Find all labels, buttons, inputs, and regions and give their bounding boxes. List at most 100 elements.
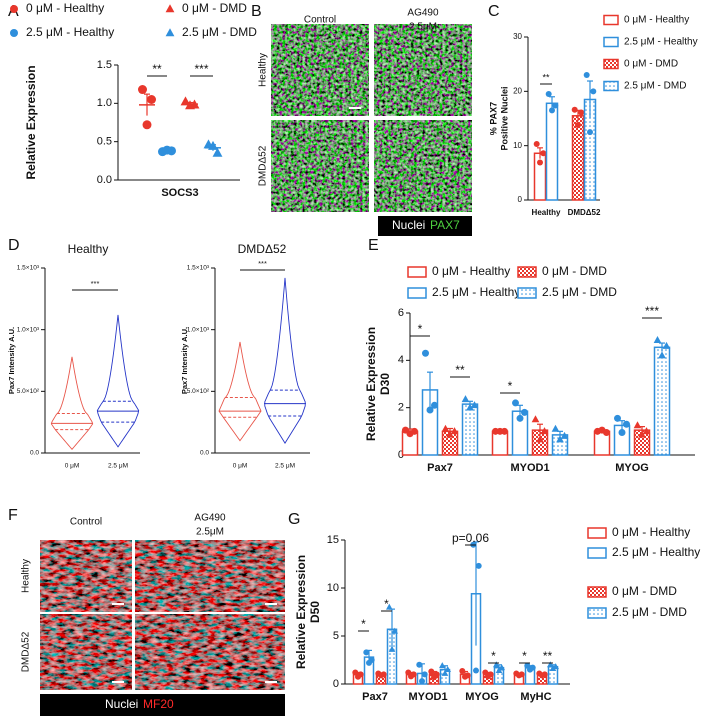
point <box>363 649 370 656</box>
violin <box>50 356 94 450</box>
legend-swatch <box>603 14 619 26</box>
y-tick-label: 20 <box>513 86 522 95</box>
point <box>441 669 449 676</box>
significance-label: * <box>491 649 496 663</box>
legend-marker <box>10 5 18 13</box>
point <box>450 427 459 435</box>
chart-title: DMDΔ52 <box>238 242 287 256</box>
y-tick-label: 0.0 <box>97 174 112 186</box>
significance-label: * <box>508 379 513 393</box>
bar <box>571 115 585 201</box>
point <box>536 435 544 443</box>
y-tick-label: 1.0×10³ <box>187 326 210 333</box>
panel-label: D <box>8 237 20 254</box>
y-tick-label: 0.5 <box>97 136 112 148</box>
point <box>571 106 578 113</box>
point <box>485 673 491 680</box>
row-label: Healthy <box>258 53 269 87</box>
point <box>598 426 606 434</box>
micrograph <box>374 120 472 212</box>
point <box>212 147 223 157</box>
y-axis-label: % PAX7 <box>488 102 498 135</box>
legend-swatch <box>587 607 607 619</box>
point <box>642 427 651 435</box>
point <box>583 72 590 79</box>
point <box>366 659 372 666</box>
micrograph <box>271 24 369 116</box>
y-axis-label: Relative Expression <box>24 65 38 179</box>
panel-label: F <box>8 507 18 524</box>
micrograph <box>135 614 285 690</box>
y-tick-label: 1.0 <box>97 97 112 109</box>
bar <box>461 403 479 456</box>
legend-swatch <box>587 547 607 559</box>
point <box>495 666 503 673</box>
significance-label: * <box>418 322 423 336</box>
point <box>466 403 474 411</box>
y-tick-label: 1.5 <box>97 59 112 71</box>
point <box>473 667 479 674</box>
legend-label: 2.5 μM - DMD <box>624 81 686 92</box>
x-tick-label: Pax7 <box>427 462 453 474</box>
point <box>618 429 626 437</box>
x-tick-label: MYOG <box>615 462 649 474</box>
point <box>551 424 560 432</box>
y-axis-label: Pax7 Intensity A.U. <box>180 327 189 394</box>
row-label: Healthy <box>21 559 32 593</box>
point <box>658 351 666 359</box>
y-tick-label: 0 <box>518 195 523 204</box>
point <box>147 95 156 104</box>
x-tick-label: Healthy <box>532 208 561 217</box>
y-tick-label: 0.0 <box>30 450 39 457</box>
legend-label: 0 μM - DMD <box>612 584 677 598</box>
micrograph <box>135 540 285 612</box>
legend-label: 2.5 μM - Healthy <box>432 285 520 299</box>
column-label: AG490 <box>194 513 226 524</box>
point <box>547 661 554 668</box>
y-tick-label: 10 <box>513 141 522 150</box>
legend-label: 0 μM - Healthy <box>612 525 690 539</box>
micrograph <box>374 24 472 116</box>
row-label: DMDΔ52 <box>21 631 32 672</box>
legend-label: 0 μM - Healthy <box>624 15 689 26</box>
x-tick-label: 0 μM <box>233 463 248 470</box>
y-tick-label: 10 <box>327 582 339 594</box>
point <box>355 673 361 680</box>
point <box>386 603 393 610</box>
significance-label: * <box>522 649 527 663</box>
legend-swatch <box>407 287 427 299</box>
legend-label: 0 μM - Healthy <box>26 1 104 15</box>
stain-label: PAX7 <box>430 218 460 232</box>
y-tick-label: 0 <box>398 449 404 461</box>
point <box>662 341 671 349</box>
point <box>556 435 564 443</box>
y-tick-label: 6 <box>398 307 404 319</box>
point <box>352 669 359 676</box>
stain-legend-bg <box>40 694 285 716</box>
point <box>633 421 642 429</box>
legend-swatch <box>603 58 619 70</box>
stain-legend-bg <box>378 216 472 236</box>
point <box>493 661 500 668</box>
x-tick-label: MYOD1 <box>408 691 447 703</box>
point <box>470 401 479 409</box>
panel-label: G <box>288 511 300 528</box>
point <box>388 645 396 652</box>
point <box>638 430 646 438</box>
significance-label: ** <box>455 363 465 377</box>
column-label: 2.5μM <box>196 527 224 538</box>
point <box>549 107 555 114</box>
point <box>533 141 540 148</box>
point <box>441 424 450 432</box>
significance-label: ** <box>152 62 162 76</box>
legend-swatch <box>587 586 607 598</box>
point <box>462 673 468 680</box>
point <box>406 430 414 438</box>
chart-title: Healthy <box>68 242 109 256</box>
column-label: Control <box>70 517 102 528</box>
point <box>516 672 522 679</box>
point <box>431 401 438 409</box>
column-label: Control <box>304 15 336 26</box>
